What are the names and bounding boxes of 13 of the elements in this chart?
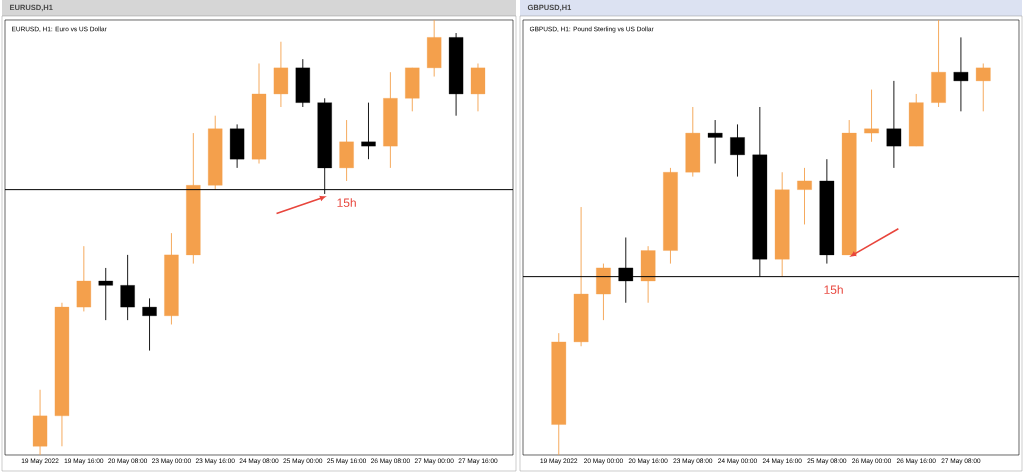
candlestick	[120, 254, 135, 321]
candlestick	[975, 63, 991, 112]
candlestick	[864, 89, 879, 143]
candlestick	[730, 123, 745, 178]
candlestick	[98, 267, 113, 321]
candlestick	[953, 36, 969, 112]
candlestick	[797, 167, 812, 225]
ref-line-label: 15h	[824, 285, 843, 294]
candlestick	[361, 102, 376, 160]
ref-line-label: 15h	[337, 198, 356, 207]
candlestick	[707, 119, 723, 164]
candlestick	[142, 297, 157, 352]
candlestick	[886, 80, 902, 169]
